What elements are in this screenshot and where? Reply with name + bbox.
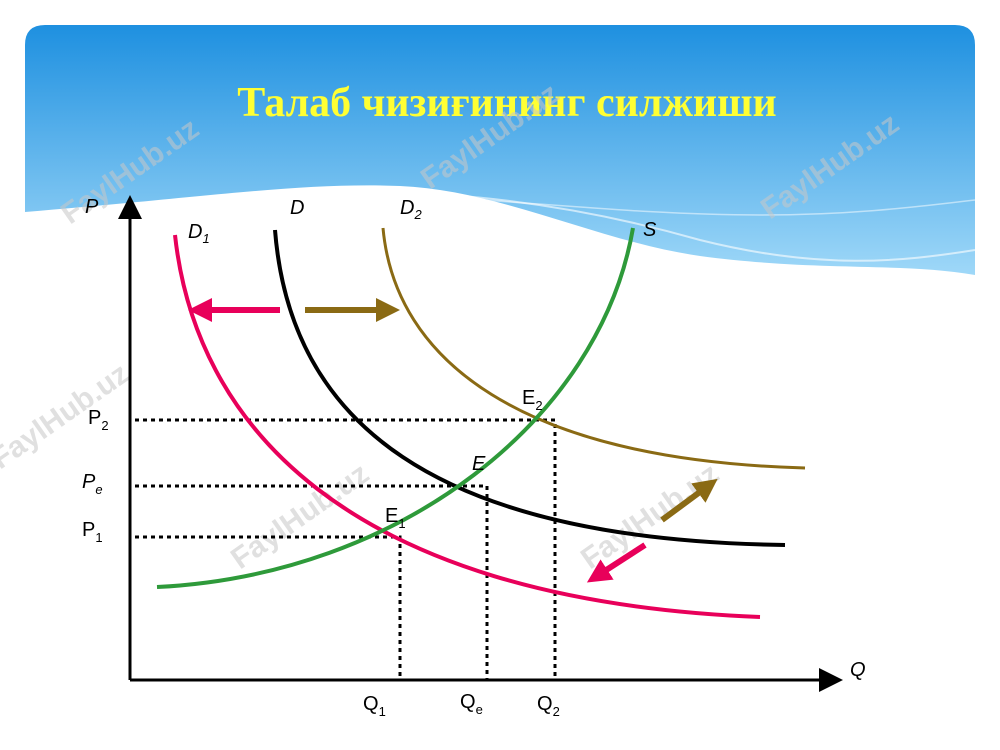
point-label: E1 xyxy=(385,505,406,531)
label-base: P xyxy=(82,471,96,493)
label-sub: e xyxy=(95,482,102,497)
label-sub: 1 xyxy=(398,516,405,531)
curve-s xyxy=(156,227,635,589)
quantity-label: Qe xyxy=(460,691,483,717)
label-base: Q xyxy=(460,691,476,713)
shift-arrow xyxy=(586,542,647,583)
guide-line xyxy=(135,535,402,680)
price-label: P1 xyxy=(82,519,103,545)
label-sub: 1 xyxy=(379,704,386,719)
wave xyxy=(249,191,976,262)
label-base: Q xyxy=(537,693,553,715)
curve-d xyxy=(273,229,786,547)
price-label: P2 xyxy=(88,407,109,433)
point-label: E xyxy=(472,453,486,475)
label-base: E xyxy=(385,505,398,527)
x-axis-label: Q xyxy=(850,659,866,681)
label-sub: 2 xyxy=(553,704,560,719)
label-base: P xyxy=(88,407,101,429)
label-base: E xyxy=(522,387,535,409)
label-sub: 1 xyxy=(202,231,209,246)
point-label: E2 xyxy=(522,387,543,413)
label-base: Q xyxy=(363,693,379,715)
banner xyxy=(25,25,975,275)
y-axis-label: P xyxy=(85,196,99,218)
wave xyxy=(299,193,976,216)
curve-label: D xyxy=(290,197,304,219)
price-label: Pe xyxy=(82,471,103,497)
curve-label: D2 xyxy=(400,197,422,222)
quantity-label: Q1 xyxy=(363,693,386,719)
curve-label: D1 xyxy=(188,221,210,246)
label-sub: 1 xyxy=(95,530,102,545)
label-sub: 2 xyxy=(413,207,422,222)
curve-d2 xyxy=(381,227,806,470)
label-sub: 2 xyxy=(535,398,542,413)
label-base: D xyxy=(188,221,202,243)
quantity-label: Q2 xyxy=(537,693,560,719)
curve-label: S xyxy=(643,219,657,241)
title: Талаб чизиғининг силжиши xyxy=(237,80,777,126)
guide-line xyxy=(135,484,489,680)
label-base: P xyxy=(82,519,95,541)
shift-arrow xyxy=(660,478,718,523)
label-sub: 2 xyxy=(101,418,108,433)
label-sub: e xyxy=(476,702,483,717)
label-base: D xyxy=(400,197,414,219)
